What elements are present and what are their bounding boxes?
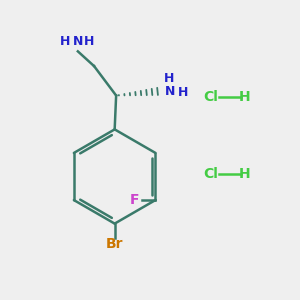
Text: N: N bbox=[164, 85, 175, 98]
Text: H: H bbox=[84, 34, 94, 48]
Text: Cl: Cl bbox=[203, 167, 218, 181]
Text: H: H bbox=[178, 86, 188, 99]
Text: Br: Br bbox=[106, 237, 123, 251]
Text: H: H bbox=[238, 167, 250, 181]
Text: H: H bbox=[238, 90, 250, 104]
Text: N: N bbox=[73, 34, 83, 48]
Text: Cl: Cl bbox=[203, 90, 218, 104]
Text: H: H bbox=[60, 34, 71, 48]
Text: F: F bbox=[130, 193, 140, 207]
Text: H: H bbox=[164, 72, 174, 85]
